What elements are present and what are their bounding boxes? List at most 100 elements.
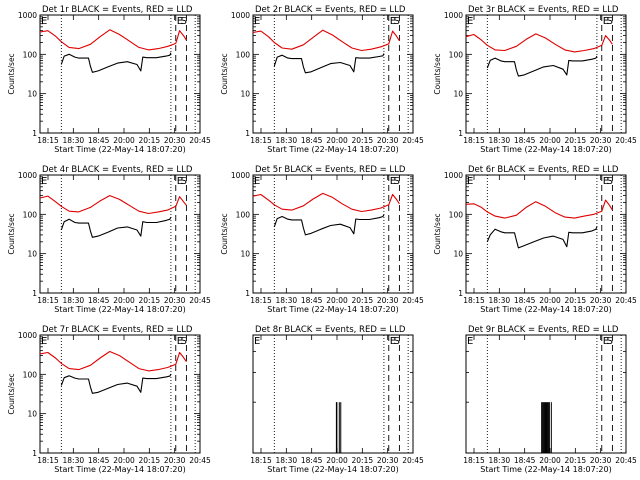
x-tick-label: 20:45 [189, 296, 211, 305]
x-tick-label: 18:45 [301, 136, 323, 145]
y-tick-label: 1000 [18, 171, 37, 180]
x-tick-label: 20:15 [565, 296, 587, 305]
y-tick-label: 10 [240, 90, 250, 99]
x-tick-label: 18:45 [514, 296, 536, 305]
marker-s: S [394, 176, 400, 187]
x-axis-label: Start Time (22-May-14 18:07:20) [480, 465, 611, 474]
x-tick-label: 18:45 [301, 456, 323, 465]
y-tick-label: 1000 [18, 11, 37, 20]
marker-s: S [394, 336, 400, 347]
y-tick-label: 100 [449, 210, 464, 219]
panel-title: Det 2r BLACK = Events, RED = LLD [255, 5, 406, 15]
x-tick-label: 20:45 [189, 136, 211, 145]
x-tick-label: 20:30 [164, 456, 186, 465]
marker-e: E [41, 16, 47, 27]
marker-s: S [181, 16, 187, 27]
marker-e: E [177, 336, 183, 347]
panel-title: Det 3r BLACK = Events, RED = LLD [468, 5, 619, 15]
plot-frame [465, 174, 627, 294]
panel-title: Det 7r BLACK = Events, RED = LLD [42, 325, 193, 335]
events-series-line [486, 55, 598, 77]
x-axis-label: Start Time (22-May-14 18:07:20) [54, 465, 185, 474]
x-tick-label: 20:15 [565, 456, 587, 465]
x-tick-label: 20:45 [615, 456, 637, 465]
y-axis-label: Counts/sec [433, 53, 442, 94]
marker-s: S [607, 176, 613, 187]
plot-frame [39, 334, 201, 454]
x-tick-label: 20:30 [164, 296, 186, 305]
panel-title: Det 6r BLACK = Events, RED = LLD [468, 165, 619, 175]
y-tick-label: 1 [458, 129, 463, 138]
marker-s: S [607, 16, 613, 27]
y-tick-label: 100 [23, 50, 38, 59]
x-tick-label: 20:00 [539, 136, 561, 145]
y-tick-label: 1000 [231, 171, 250, 180]
y-tick-label: 1 [458, 289, 463, 298]
x-tick-label: 20:30 [590, 296, 612, 305]
marker-e: E [177, 16, 183, 27]
marker-e: E [254, 16, 260, 27]
chart-panel-6: Det 6r BLACK = Events, RED = LLD 1 10 100 10… [433, 165, 637, 314]
x-tick-label: 18:30 [63, 456, 85, 465]
x-tick-label: 20:30 [377, 296, 399, 305]
y-tick-label: 100 [236, 210, 251, 219]
marker-e: E [467, 336, 473, 347]
marker-e: E [390, 336, 396, 347]
chart-panel-3: Det 3r BLACK = Events, RED = LLD 1 10 100 10… [433, 5, 637, 154]
x-tick-label: 20:15 [352, 296, 374, 305]
x-tick-label: 20:45 [402, 296, 424, 305]
marker-e: E [467, 16, 473, 27]
y-tick-label: 1 [32, 129, 37, 138]
marker-e: E [254, 176, 260, 187]
x-tick-label: 18:45 [88, 296, 110, 305]
x-tick-label: 18:15 [463, 296, 485, 305]
x-tick-label: 20:00 [326, 456, 348, 465]
chart-panel-9: Det 9r BLACK = Events, RED = LLD 18:15 18:… [463, 325, 637, 474]
y-axis-label: Counts/sec [7, 213, 16, 254]
marker-e: E [603, 336, 609, 347]
marker-s: S [394, 16, 400, 27]
y-tick-label: 100 [23, 370, 38, 379]
marker-e: E [390, 176, 396, 187]
x-tick-label: 18:15 [250, 296, 272, 305]
y-tick-label: 10 [27, 90, 37, 99]
lld-series-line [39, 350, 187, 372]
x-tick-label: 18:15 [250, 456, 272, 465]
x-tick-label: 20:45 [615, 296, 637, 305]
marker-s: S [607, 336, 613, 347]
y-axis-label: Counts/sec [220, 53, 229, 94]
panel-title: Det 4r BLACK = Events, RED = LLD [42, 165, 193, 175]
x-tick-label: 18:15 [463, 136, 485, 145]
marker-s: S [181, 336, 187, 347]
lld-series-line [252, 192, 400, 213]
y-tick-label: 1 [245, 289, 250, 298]
y-tick-label: 1 [32, 449, 37, 458]
y-tick-label: 1000 [18, 331, 37, 340]
lld-series-line [465, 199, 613, 219]
events-series-line [60, 52, 172, 73]
plot-frame [252, 174, 414, 294]
marker-s: S [181, 176, 187, 187]
panel-title: Det 9r BLACK = Events, RED = LLD [468, 325, 619, 335]
y-tick-label: 1 [32, 289, 37, 298]
x-axis-label: Start Time (22-May-14 18:07:20) [267, 305, 398, 314]
x-tick-label: 18:45 [514, 136, 536, 145]
events-series-line [273, 214, 385, 236]
x-tick-label: 20:00 [326, 296, 348, 305]
x-tick-label: 20:30 [590, 456, 612, 465]
panel-title: Det 5r BLACK = Events, RED = LLD [255, 165, 406, 175]
x-tick-label: 20:15 [352, 456, 374, 465]
plot-frame [252, 14, 414, 134]
x-tick-label: 20:15 [139, 296, 161, 305]
y-tick-label: 100 [236, 50, 251, 59]
x-tick-label: 20:30 [377, 456, 399, 465]
x-tick-label: 20:45 [402, 456, 424, 465]
x-tick-label: 18:15 [250, 136, 272, 145]
x-tick-label: 18:45 [514, 456, 536, 465]
y-tick-label: 10 [27, 410, 37, 419]
x-tick-label: 18:30 [63, 296, 85, 305]
x-tick-label: 18:30 [276, 456, 298, 465]
x-axis-label: Start Time (22-May-14 18:07:20) [480, 305, 611, 314]
x-axis-label: Start Time (22-May-14 18:07:20) [480, 145, 611, 154]
marker-e: E [254, 336, 260, 347]
